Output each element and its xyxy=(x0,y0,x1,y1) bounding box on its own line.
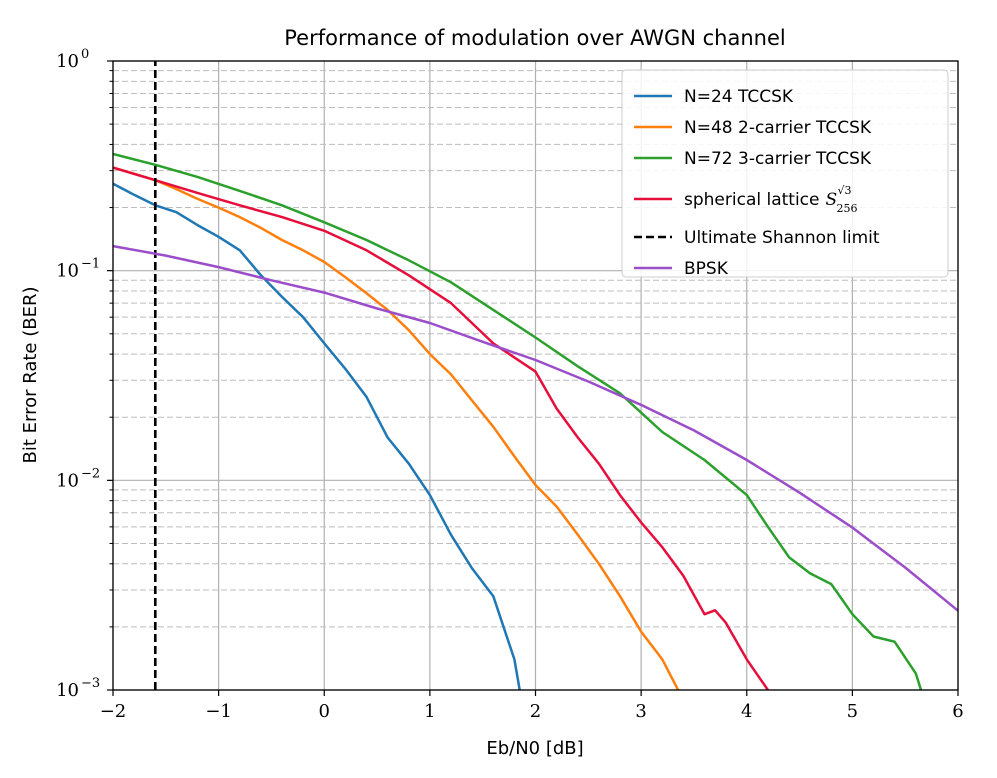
x-tick-label: 3 xyxy=(635,701,646,722)
series-line-5 xyxy=(113,244,958,612)
legend-label-2: N=72 3-carrier TCCSK xyxy=(684,149,872,169)
legend-label-4: Ultimate Shannon limit xyxy=(684,228,880,248)
legend-label-5: BPSK xyxy=(684,259,729,279)
legend-label-0: N=24 TCCSK xyxy=(684,87,794,107)
y-tick-label-exponent: −2 xyxy=(81,466,100,481)
x-tick-label: 2 xyxy=(530,701,541,722)
x-tick-label: 0 xyxy=(319,701,330,722)
legend-label-3: spherical lattice xyxy=(684,190,820,210)
legend-label-1: N=48 2-carrier TCCSK xyxy=(684,118,872,138)
legend-box xyxy=(621,69,949,278)
x-tick-label: 4 xyxy=(741,701,752,722)
legend: N=24 TCCSK N=48 2-carrier TCCSK N=72 3-car… xyxy=(621,69,949,279)
series-line-0 xyxy=(113,182,521,690)
x-tick-label: 1 xyxy=(424,701,435,722)
y-tick-label-base: 10 xyxy=(56,261,79,282)
chart-title: Performance of modulation over AWGN chan… xyxy=(284,26,785,50)
y-tick-label-base: 10 xyxy=(56,470,79,491)
x-tick-label: 6 xyxy=(952,701,963,722)
legend-math-superscript: √3 xyxy=(838,184,852,197)
x-tick-label: −2 xyxy=(100,701,127,722)
legend-math-symbol: S xyxy=(826,190,838,210)
y-tick-label-exponent: 0 xyxy=(81,47,89,62)
x-tick-label: 5 xyxy=(847,701,858,722)
x-axis-label: Eb/N0 [dB] xyxy=(486,738,583,759)
y-axis-label: Bit Error Rate (BER) xyxy=(20,287,41,464)
series-line-1 xyxy=(113,166,680,690)
series-line-2 xyxy=(113,152,923,690)
series-layer xyxy=(113,61,958,690)
y-tick-label-base: 10 xyxy=(56,51,79,72)
y-tick-label-base: 10 xyxy=(56,680,79,701)
y-tick-label-exponent: −3 xyxy=(81,676,100,691)
x-tick-label: −1 xyxy=(205,701,232,722)
series-line-3 xyxy=(113,166,769,690)
legend-math-subscript: 256 xyxy=(837,202,858,215)
y-tick-label-exponent: −1 xyxy=(81,257,100,272)
